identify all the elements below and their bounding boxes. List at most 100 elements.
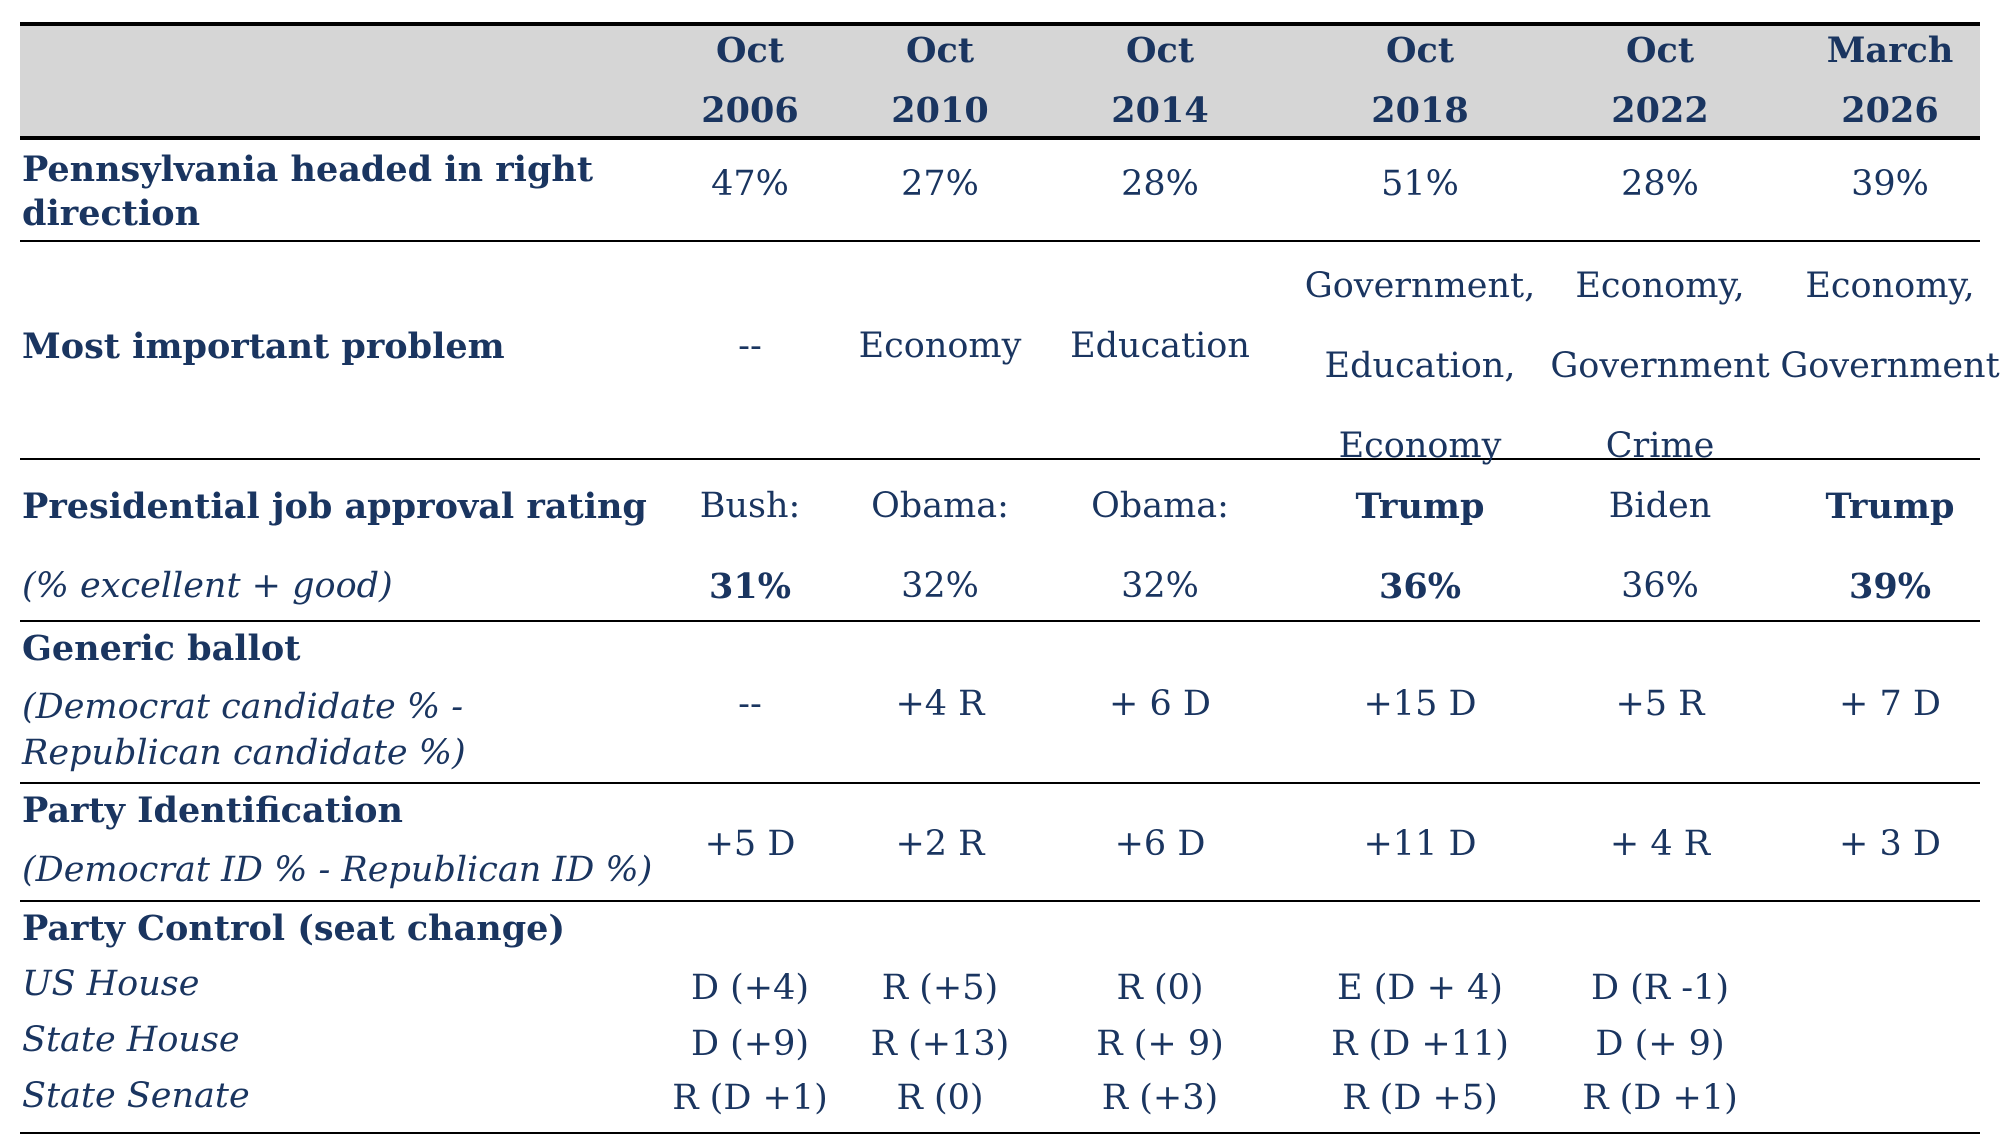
row-right-direction: Pennsylvania headed in right direction 4…	[20, 140, 1980, 242]
column-header-2026: March 2026	[1780, 26, 2000, 136]
president-name: Trump	[1825, 486, 1955, 527]
value-cell: Economy	[858, 326, 1022, 366]
value-cell: Government, Education, Economy	[1290, 246, 1550, 486]
row-sublabel: (Democrat candidate % - Republican candi…	[22, 684, 466, 776]
value-cell: R (+13)	[870, 1024, 1010, 1064]
value-cell: + 6 D	[1109, 684, 1211, 724]
value-cell: 36%	[1621, 566, 1699, 606]
value-cell: +5 R	[1615, 684, 1705, 724]
row-generic-ballot: Generic ballot (Democrat candidate % - R…	[20, 622, 1980, 784]
sub-row-label-us-house: US House	[22, 964, 200, 1004]
value-cell: +6 D	[1114, 824, 1206, 864]
value-line: Economy,	[1805, 266, 1975, 306]
value-line: Crime	[1605, 426, 1715, 466]
value-cell: --	[738, 684, 762, 724]
value-line: Government	[1780, 346, 2000, 386]
row-sublabel: (% excellent + good)	[22, 566, 393, 606]
poll-comparison-table: Oct 2006 Oct 2010 Oct 2014 Oct 2018 Oct …	[20, 22, 2000, 1134]
column-header-year: 2006	[701, 90, 799, 131]
value-cell: 32%	[901, 566, 979, 606]
row-most-important-problem: Most important problem -- Economy Educat…	[20, 242, 2000, 466]
value-cell: R (0)	[896, 1078, 984, 1118]
value-cell: R (D +1)	[672, 1078, 828, 1118]
value-line: Education,	[1324, 346, 1516, 386]
row-label: Presidential job approval rating	[22, 486, 647, 527]
table-header: Oct 2006 Oct 2010 Oct 2014 Oct 2018 Oct …	[20, 22, 1980, 140]
row-label-line: direction	[22, 193, 201, 234]
value-cell: Economy, Government Crime	[1545, 246, 1775, 486]
value-cell: 28%	[1121, 164, 1199, 204]
value-cell: D (+4)	[690, 968, 810, 1008]
value-line: Government	[1550, 346, 1770, 386]
row-label-line: Pennsylvania headed in right	[22, 149, 594, 190]
value-cell: 39%	[1851, 164, 1929, 204]
value-cell: + 3 D	[1839, 824, 1941, 864]
column-header-year: 2022	[1611, 90, 1709, 131]
column-header-year: 2018	[1371, 90, 1469, 131]
value-cell: Economy, Government	[1775, 246, 2000, 406]
value-cell: 32%	[1121, 566, 1199, 606]
value-cell: +4 R	[895, 684, 985, 724]
column-header-2014: Oct 2014	[1070, 26, 1250, 136]
value-cell: D (+ 9)	[1595, 1024, 1725, 1064]
column-header-2006: Oct 2006	[660, 26, 840, 136]
value-cell: R (+5)	[881, 968, 999, 1008]
value-cell: 36%	[1379, 566, 1461, 607]
sub-row-label-state-senate: State Senate	[22, 1076, 250, 1116]
value-cell: 39%	[1849, 566, 1931, 607]
row-presidential-approval: Presidential job approval rating (% exce…	[20, 460, 1980, 622]
row-label: Party Control (seat change)	[22, 908, 566, 949]
president-name: Obama:	[1091, 486, 1229, 526]
value-cell: +5 D	[704, 824, 796, 864]
value-cell: +15 D	[1363, 684, 1477, 724]
column-header-month: Oct	[1386, 30, 1454, 71]
president-name: Biden	[1608, 486, 1712, 526]
row-sublabel: (Democrat ID % - Republican ID %)	[22, 850, 653, 890]
row-label: Pennsylvania headed in right direction	[22, 148, 593, 236]
president-name: Trump	[1355, 486, 1485, 527]
value-cell: R (+3)	[1101, 1078, 1219, 1118]
column-header-year: 2026	[1841, 90, 1939, 131]
value-line: Economy	[1338, 426, 1502, 466]
row-party-control: Party Control (seat change) US House D (…	[20, 902, 1980, 1134]
column-header-month: March	[1826, 30, 1954, 71]
value-cell: +11 D	[1363, 824, 1477, 864]
column-header-year: 2010	[891, 90, 989, 131]
value-cell: Education	[1070, 326, 1250, 366]
president-name: Bush:	[699, 486, 801, 526]
row-party-identification: Party Identification (Democrat ID % - Re…	[20, 784, 1980, 902]
value-cell: --	[738, 326, 762, 366]
row-sublabel-line: (Democrat candidate % -	[22, 687, 464, 727]
value-cell: D (+9)	[690, 1024, 810, 1064]
value-cell: R (0)	[1116, 968, 1204, 1008]
column-header-month: Oct	[1626, 30, 1694, 71]
value-cell: + 4 R	[1609, 824, 1711, 864]
value-line: Government,	[1304, 266, 1536, 306]
value-cell: R (D +1)	[1582, 1078, 1738, 1118]
value-cell: + 7 D	[1839, 684, 1941, 724]
row-sublabel-line: Republican candidate %)	[22, 733, 466, 773]
value-cell: +2 R	[895, 824, 985, 864]
row-label: Most important problem	[22, 326, 505, 367]
value-line: Economy,	[1575, 266, 1745, 306]
value-cell: E (D + 4)	[1337, 968, 1503, 1008]
value-cell: 47%	[711, 164, 789, 204]
column-header-month: Oct	[906, 30, 974, 71]
value-cell: 31%	[709, 566, 791, 607]
column-header-month: Oct	[716, 30, 784, 71]
value-cell: 27%	[901, 164, 979, 204]
row-label: Party Identification	[22, 790, 403, 831]
value-cell: R (D +11)	[1331, 1024, 1509, 1064]
column-header-2022: Oct 2022	[1550, 26, 1770, 136]
president-name: Obama:	[871, 486, 1009, 526]
sub-row-label-state-house: State House	[22, 1020, 240, 1060]
value-cell: 28%	[1621, 164, 1699, 204]
column-header-2010: Oct 2010	[850, 26, 1030, 136]
value-cell: R (+ 9)	[1096, 1024, 1224, 1064]
value-cell: D (R -1)	[1590, 968, 1730, 1008]
value-cell: R (D +5)	[1342, 1078, 1498, 1118]
row-label: Generic ballot	[22, 628, 301, 669]
column-header-2018: Oct 2018	[1310, 26, 1530, 136]
value-cell: 51%	[1381, 164, 1459, 204]
column-header-month: Oct	[1126, 30, 1194, 71]
